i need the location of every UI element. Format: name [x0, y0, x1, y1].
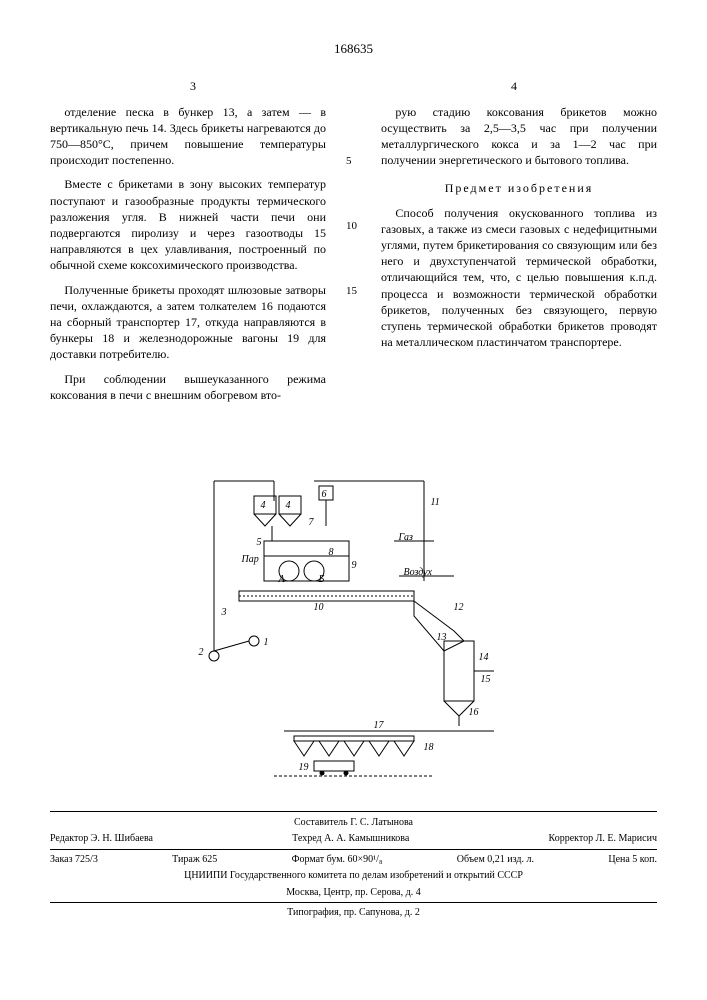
fig-4a: 4 — [261, 499, 266, 513]
line-marks: 5 10 15 — [346, 104, 361, 411]
right-p2: Способ получения окускованного топлива и… — [381, 205, 657, 351]
fig-8: 8 — [329, 546, 334, 560]
lm-5: 5 — [346, 154, 352, 169]
fig-16: 16 — [469, 706, 479, 720]
compiler: Составитель Г. С. Латынова — [50, 816, 657, 830]
fig-17: 17 — [374, 719, 384, 733]
org: ЦНИИПИ Государственного комитета по дела… — [50, 869, 657, 883]
right-column: рую стадию коксования брикетов можно осу… — [381, 104, 657, 411]
lm-15: 15 — [346, 284, 357, 299]
fig-vozduh: Воздух — [404, 566, 432, 580]
fig-5: 5 — [257, 536, 262, 550]
left-p2: Вместе с брикетами в зону высоких темпер… — [50, 176, 326, 273]
text-columns: отделение песка в бункер 13, а затем — в… — [50, 104, 657, 411]
page-numbers: 3 4 — [50, 78, 657, 94]
fig-par: Пар — [242, 553, 259, 567]
technical-diagram: 2 1 3 4 4 5 6 7 8 9 10 11 12 13 14 15 16… — [154, 441, 554, 781]
fig-12: 12 — [454, 601, 464, 615]
tirage: Тираж 625 — [172, 853, 217, 867]
page-right: 4 — [511, 78, 517, 94]
fig-B: Б — [319, 573, 325, 587]
price: Цена 5 коп. — [608, 853, 657, 867]
fig-14: 14 — [479, 651, 489, 665]
right-p1: рую стадию коксования брикетов можно осу… — [381, 104, 657, 169]
left-p1: отделение песка в бункер 13, а затем — в… — [50, 104, 326, 169]
left-p3: Полученные брикеты проходят шлюзовые зат… — [50, 282, 326, 363]
fig-9: 9 — [352, 559, 357, 573]
fig-10: 10 — [314, 601, 324, 615]
techred: Техред А. А. Камышникова — [292, 832, 409, 846]
corrector: Корректор Л. Е. Марисич — [549, 832, 657, 846]
fig-13: 13 — [437, 631, 447, 645]
diagram-svg — [154, 441, 554, 781]
address: Москва, Центр, пр. Серова, д. 4 — [50, 886, 657, 900]
fig-15: 15 — [481, 673, 491, 687]
fig-1: 1 — [264, 636, 269, 650]
printer: Типография, пр. Сапунова, д. 2 — [50, 906, 657, 920]
fig-3: 3 — [222, 606, 227, 620]
fig-2: 2 — [199, 646, 204, 660]
order: Заказ 725/3 — [50, 853, 98, 867]
fig-6: 6 — [322, 488, 327, 502]
fig-A: А — [279, 573, 285, 587]
fig-7: 7 — [309, 516, 314, 530]
fig-4b: 4 — [286, 499, 291, 513]
fig-19: 19 — [299, 761, 309, 775]
lm-10: 10 — [346, 219, 357, 234]
left-p4: При соблюдении вышеуказанного режима кок… — [50, 371, 326, 403]
subject-heading: Предмет изобретения — [381, 180, 657, 196]
patent-number: 168635 — [50, 40, 657, 58]
page-left: 3 — [190, 78, 196, 94]
footer: Составитель Г. С. Латынова Редактор Э. Н… — [50, 811, 657, 920]
fig-11: 11 — [431, 496, 440, 510]
format: Формат бум. 60×90¹/₈ — [292, 853, 383, 867]
fig-gaz: Газ — [399, 531, 413, 545]
fig-18: 18 — [424, 741, 434, 755]
volume: Объем 0,21 изд. л. — [457, 853, 534, 867]
left-column: отделение песка в бункер 13, а затем — в… — [50, 104, 326, 411]
editor: Редактор Э. Н. Шибаева — [50, 832, 153, 846]
